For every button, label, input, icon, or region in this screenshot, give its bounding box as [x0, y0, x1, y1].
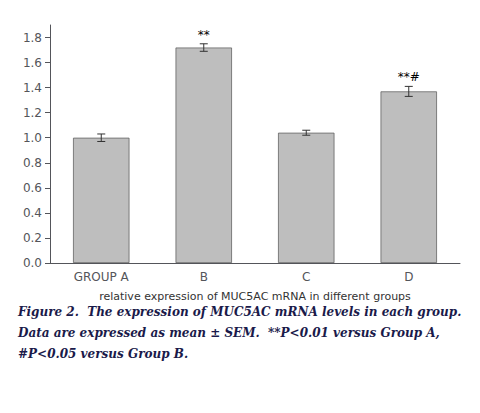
svg-text:1.0: 1.0: [23, 131, 42, 145]
svg-text:0.8: 0.8: [23, 156, 42, 170]
svg-text:1.8: 1.8: [23, 31, 42, 45]
svg-text:relative expression of MUC5AC: relative expression of MUC5AC mRNA in di…: [99, 290, 411, 303]
svg-text:0.2: 0.2: [23, 231, 42, 245]
svg-text:0.6: 0.6: [23, 181, 42, 195]
svg-text:1.6: 1.6: [23, 56, 42, 70]
svg-text:**: **: [198, 28, 210, 42]
svg-text:**#: **#: [398, 70, 420, 84]
svg-text:Figure 2. The expression of M: Figure 2. The expression of MUC5AC mRNA …: [17, 305, 461, 319]
svg-text:Data are expressed as mean ± S: Data are expressed as mean ± SEM. **P<0.…: [17, 326, 440, 340]
svg-text:1.4: 1.4: [23, 81, 42, 95]
svg-text:D: D: [404, 270, 413, 284]
svg-text:GROUP A: GROUP A: [74, 270, 130, 284]
svg-text:C: C: [302, 270, 310, 284]
svg-text:1.2: 1.2: [23, 106, 42, 120]
svg-text:0.0: 0.0: [23, 256, 42, 270]
svg-text:B: B: [200, 270, 208, 284]
svg-text:0.4: 0.4: [23, 206, 42, 220]
svg-text:#P<0.05 versus Group B.: #P<0.05 versus Group B.: [18, 347, 188, 361]
